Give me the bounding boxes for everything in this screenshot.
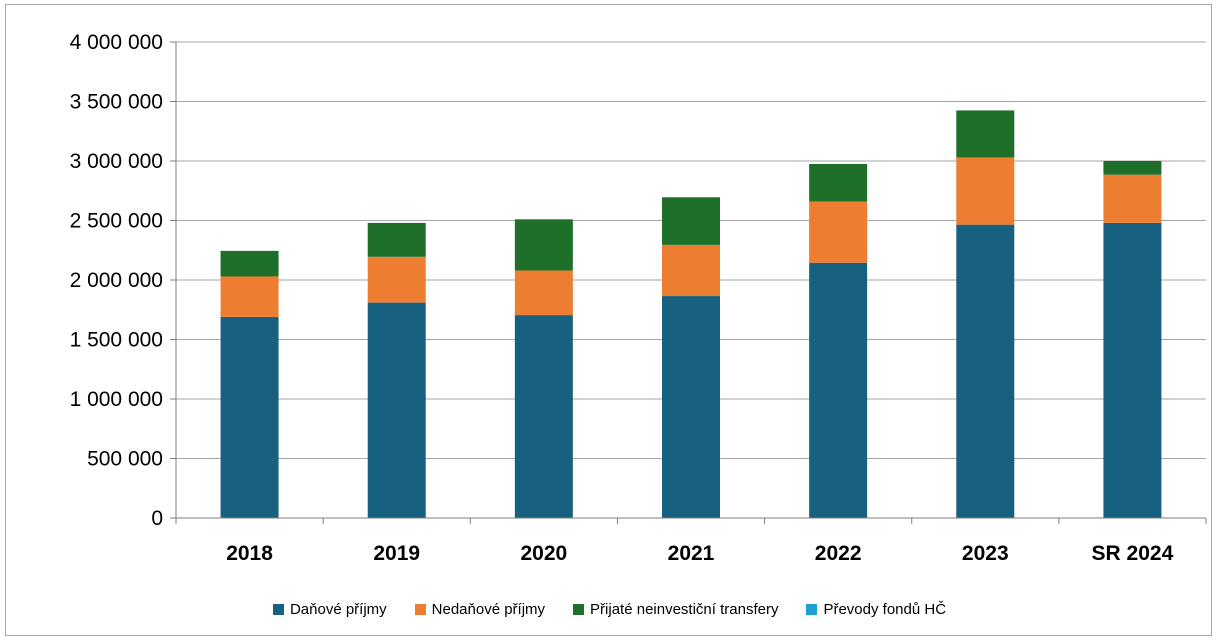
y-tick-label: 2 500 000 — [70, 210, 163, 233]
legend-item: Daňové příjmy — [272, 600, 387, 618]
legend-swatch — [806, 603, 818, 615]
bar-segment-1 — [809, 201, 868, 263]
y-tick-label: 1 000 000 — [70, 388, 163, 411]
bar-segment-1 — [1103, 174, 1162, 223]
y-tick-label: 0 — [151, 507, 163, 530]
legend: Daňové příjmy Nedaňové příjmy Přijaté nein… — [0, 597, 1219, 621]
y-tick-label: 3 500 000 — [70, 91, 163, 114]
bar-segment-1 — [662, 244, 720, 297]
bar-segment-2 — [809, 163, 868, 202]
x-tick-label: 2018 — [226, 542, 273, 565]
bars — [220, 110, 1162, 519]
y-tick-label: 2 000 000 — [70, 269, 163, 292]
bar-segment-0 — [662, 296, 720, 518]
legend-swatch — [272, 603, 284, 615]
bar-segment-0 — [514, 315, 573, 518]
bar-segment-2 — [956, 110, 1015, 158]
x-tick-labels: 2018 2019 2020 2021 2022 2023 SR 2024 — [226, 542, 1173, 565]
x-tick-label: 2023 — [962, 542, 1009, 565]
bar-segment-0 — [809, 262, 868, 518]
bar-segment-2 — [662, 197, 720, 245]
x-tick-label: SR 2024 — [1092, 542, 1174, 565]
bar-segment-1 — [220, 276, 279, 317]
legend-label: Nedaňové příjmy — [431, 600, 546, 618]
x-tick-label: 2021 — [668, 542, 715, 565]
legend-swatch — [573, 603, 585, 615]
bar-segment-2 — [1103, 161, 1162, 175]
y-tick-label: 4 000 000 — [70, 31, 163, 54]
bar-segment-1 — [367, 256, 426, 303]
bar-segment-0 — [1103, 222, 1162, 518]
legend-swatch — [414, 603, 426, 615]
legend-item: Převody fondů HČ — [806, 601, 946, 618]
legend-item: Přijaté neinvestiční transfery — [573, 601, 778, 618]
bar-segment-1 — [514, 270, 573, 316]
legend-label: Převody fondů HČ — [823, 600, 947, 618]
y-tick-label: 500 000 — [87, 448, 163, 471]
bar-segment-2 — [220, 250, 279, 277]
x-tick-label: 2022 — [815, 542, 862, 565]
y-tick-label: 1 500 000 — [70, 329, 163, 352]
bar-segment-0 — [367, 302, 426, 518]
bar-segment-0 — [220, 316, 279, 518]
legend-label: Přijaté neinvestiční transfery — [590, 600, 779, 618]
bar-segment-2 — [514, 219, 573, 271]
bar-segment-2 — [367, 222, 426, 257]
legend-label: Daňové příjmy — [289, 600, 387, 618]
y-tick-label: 3 000 000 — [70, 150, 163, 173]
bar-segment-0 — [956, 224, 1015, 519]
legend-item: Nedaňové příjmy — [414, 600, 546, 618]
axes — [170, 41, 1207, 524]
x-tick-label: 2020 — [520, 542, 567, 565]
x-tick-label: 2019 — [373, 542, 420, 565]
y-tick-labels: 0 500 000 1 000 000 1 500 000 2 000 000 2 500… — [70, 31, 163, 530]
bar-segment-1 — [956, 157, 1015, 225]
